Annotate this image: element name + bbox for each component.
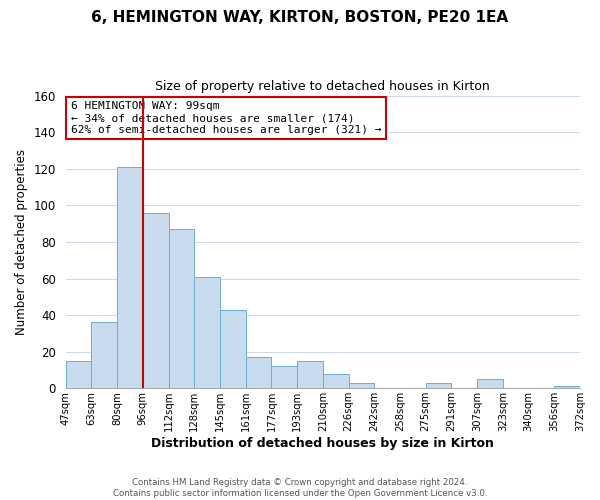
Bar: [425, 383, 451, 388]
Bar: [143, 212, 169, 388]
Text: 6, HEMINGTON WAY, KIRTON, BOSTON, PE20 1EA: 6, HEMINGTON WAY, KIRTON, BOSTON, PE20 1…: [91, 10, 509, 25]
Bar: [323, 374, 349, 388]
Bar: [91, 322, 117, 388]
Title: Size of property relative to detached houses in Kirton: Size of property relative to detached ho…: [155, 80, 490, 93]
Bar: [194, 276, 220, 388]
Bar: [297, 361, 323, 388]
Text: Contains HM Land Registry data © Crown copyright and database right 2024.
Contai: Contains HM Land Registry data © Crown c…: [113, 478, 487, 498]
Bar: [220, 310, 245, 388]
Bar: [245, 357, 271, 388]
Y-axis label: Number of detached properties: Number of detached properties: [15, 149, 28, 335]
Bar: [117, 167, 143, 388]
Bar: [169, 229, 194, 388]
Bar: [65, 361, 91, 388]
Bar: [554, 386, 580, 388]
Bar: [477, 379, 503, 388]
Bar: [271, 366, 297, 388]
Bar: [349, 383, 374, 388]
X-axis label: Distribution of detached houses by size in Kirton: Distribution of detached houses by size …: [151, 437, 494, 450]
Text: 6 HEMINGTON WAY: 99sqm
← 34% of detached houses are smaller (174)
62% of semi-de: 6 HEMINGTON WAY: 99sqm ← 34% of detached…: [71, 102, 381, 134]
